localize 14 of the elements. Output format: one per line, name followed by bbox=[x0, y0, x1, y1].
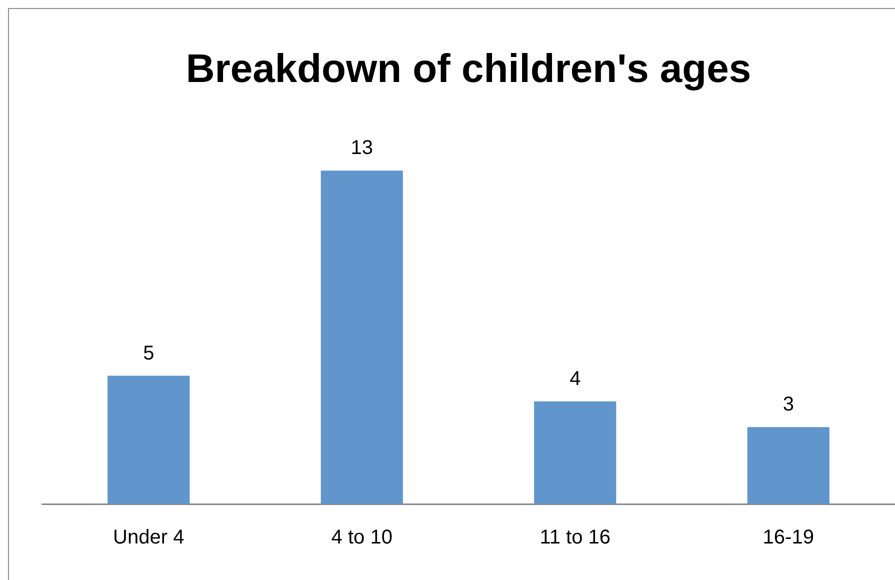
data-label: 5 bbox=[143, 342, 154, 364]
x-tick-label: 11 to 16 bbox=[540, 526, 611, 549]
x-tick-label: 16-19 bbox=[762, 526, 814, 549]
data-label: 4 bbox=[570, 368, 581, 390]
bar bbox=[108, 376, 190, 504]
x-tick-label: 4 to 10 bbox=[331, 526, 392, 549]
data-label: 13 bbox=[350, 137, 373, 160]
chart-frame: Breakdown of children's ages Under 4 4 to 10 11 to 16 16-19 5 13 4 3 bbox=[8, 8, 895, 580]
bar bbox=[534, 401, 616, 504]
bar bbox=[320, 170, 403, 504]
bar bbox=[747, 427, 830, 504]
x-tick-label: Under 4 bbox=[113, 526, 184, 549]
chart-title: Breakdown of children's ages bbox=[186, 47, 752, 92]
data-label: 3 bbox=[782, 394, 794, 416]
